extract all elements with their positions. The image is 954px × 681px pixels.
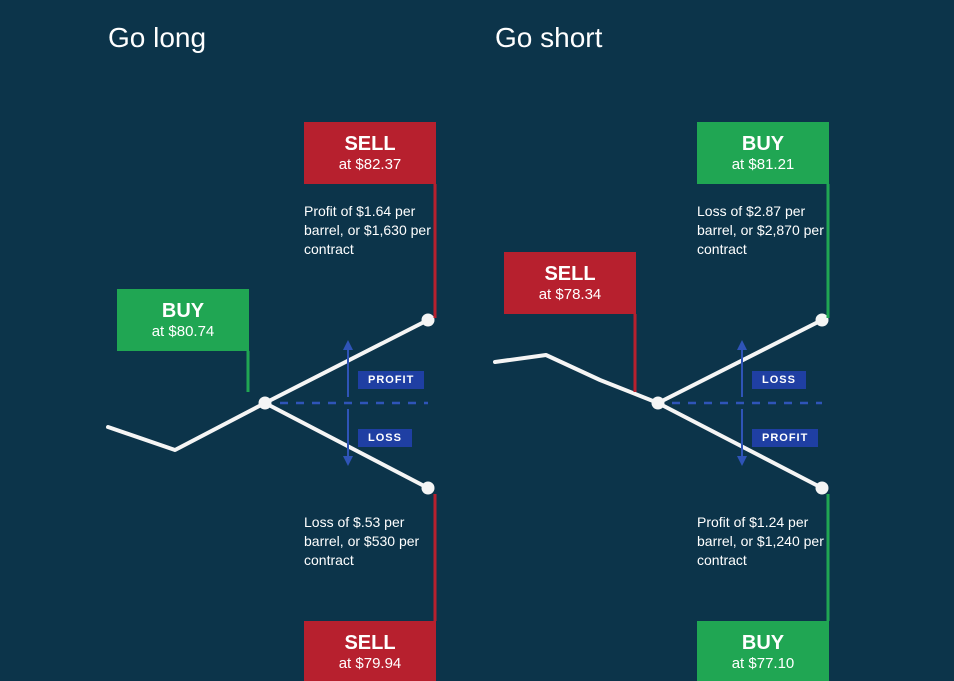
long-bottom-exit-action: SELL bbox=[344, 632, 395, 654]
long-loss-pill: LOSS bbox=[358, 429, 412, 447]
short-title: Go short bbox=[495, 22, 602, 54]
short-bottom-exit-box: BUY at $77.10 bbox=[697, 621, 829, 681]
long-bottom-exit-price: at $79.94 bbox=[339, 656, 402, 673]
short-top-exit-action: BUY bbox=[742, 133, 784, 155]
long-entry-box: BUY at $80.74 bbox=[117, 289, 249, 351]
long-entry-action: BUY bbox=[162, 300, 204, 322]
short-entry-price: at $78.34 bbox=[539, 287, 602, 304]
long-bottom-exit-box: SELL at $79.94 bbox=[304, 621, 436, 681]
long-top-exit-price: at $82.37 bbox=[339, 157, 402, 174]
short-loss-pill: LOSS bbox=[752, 371, 806, 389]
long-profit-pill: PROFIT bbox=[358, 371, 424, 389]
long-top-exit-box: SELL at $82.37 bbox=[304, 122, 436, 184]
short-top-exit-box: BUY at $81.21 bbox=[697, 122, 829, 184]
short-bottom-exit-action: BUY bbox=[742, 632, 784, 654]
long-entry-price: at $80.74 bbox=[152, 324, 215, 341]
short-top-caption: Loss of $2.87 per barrel, or $2,870 per … bbox=[697, 202, 827, 259]
short-bottom-exit-price: at $77.10 bbox=[732, 656, 795, 673]
diagram-container: Go long BUY at $80.74 SELL at $82.37 Pro… bbox=[0, 0, 954, 681]
long-bottom-caption: Loss of $.53 per barrel, or $530 per con… bbox=[304, 513, 434, 570]
short-entry-box: SELL at $78.34 bbox=[504, 252, 636, 314]
short-bottom-caption: Profit of $1.24 per barrel, or $1,240 pe… bbox=[697, 513, 827, 570]
short-profit-pill: PROFIT bbox=[752, 429, 818, 447]
long-title: Go long bbox=[108, 22, 206, 54]
short-top-exit-price: at $81.21 bbox=[732, 157, 795, 174]
short-entry-action: SELL bbox=[544, 263, 595, 285]
long-top-exit-action: SELL bbox=[344, 133, 395, 155]
long-top-caption: Profit of $1.64 per barrel, or $1,630 pe… bbox=[304, 202, 434, 259]
